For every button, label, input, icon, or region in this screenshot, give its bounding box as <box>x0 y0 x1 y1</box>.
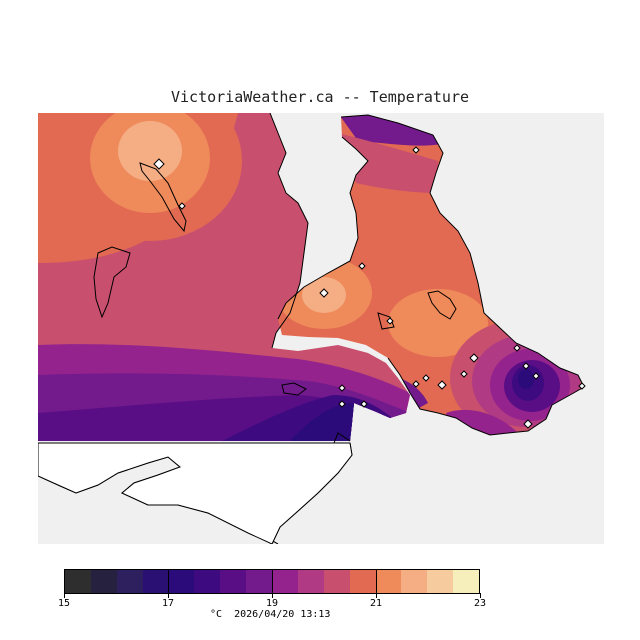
diamond-marker-icon <box>319 288 329 298</box>
diamond-marker-icon <box>358 262 366 270</box>
station-markers <box>153 146 586 429</box>
legend-tick <box>271 593 273 598</box>
legend-tick <box>375 593 377 598</box>
legend-tick <box>63 593 65 598</box>
legend-timestamp: 2026/04/20 13:13 <box>234 609 331 620</box>
legend-swatch <box>65 570 91 593</box>
legend-swatch <box>427 570 454 593</box>
legend-divider <box>272 570 273 593</box>
diamond-marker-icon <box>469 353 479 363</box>
legend-swatch <box>246 570 272 593</box>
legend-tick <box>479 593 481 598</box>
legend-divider <box>168 570 169 593</box>
legend-units-timestamp: °C 2026/04/20 13:13 <box>210 609 330 620</box>
diamond-marker-icon <box>178 202 186 210</box>
legend-swatch <box>323 570 350 593</box>
legend-tick-label: 19 <box>265 598 279 609</box>
legend-tick-label: 23 <box>473 598 487 609</box>
legend-swatch <box>453 570 479 593</box>
diamond-marker-icon <box>412 146 420 154</box>
legend-swatch <box>375 570 402 593</box>
legend-units: °C <box>210 609 223 620</box>
diamond-marker-icon <box>513 344 521 352</box>
diamond-marker-icon <box>532 372 540 380</box>
diamond-marker-icon <box>338 384 346 392</box>
diamond-marker-icon <box>338 400 346 408</box>
diamond-marker-icon <box>386 317 394 325</box>
diamond-marker-icon <box>360 400 368 408</box>
diamond-marker-icon <box>523 419 533 429</box>
legend-swatch <box>220 570 247 593</box>
legend-swatch <box>116 570 143 593</box>
map-title: VictoriaWeather.ca -- Temperature <box>170 88 469 106</box>
legend-tick-label: 15 <box>57 598 71 609</box>
diamond-marker-icon <box>153 158 165 170</box>
diamond-marker-icon <box>412 380 420 388</box>
legend-swatch <box>194 570 221 593</box>
diamond-marker-icon <box>522 362 530 370</box>
temperature-legend-colorbar <box>64 569 480 594</box>
land-no-data <box>38 442 353 544</box>
legend-swatch <box>90 570 117 593</box>
legend-swatch <box>272 570 298 593</box>
legend-swatch <box>142 570 169 593</box>
legend-swatch <box>349 570 376 593</box>
legend-divider <box>376 570 377 593</box>
legend-tick <box>167 593 169 598</box>
diamond-marker-icon <box>460 370 468 378</box>
diamond-marker-icon <box>422 374 430 382</box>
legend-tick-label: 21 <box>369 598 383 609</box>
legend-tick-label: 17 <box>161 598 175 609</box>
legend-swatch <box>297 570 324 593</box>
diamond-marker-icon <box>578 382 586 390</box>
diamond-marker-icon <box>437 380 447 390</box>
temperature-map <box>38 113 604 544</box>
legend-swatch <box>168 570 195 593</box>
legend-swatch <box>401 570 428 593</box>
